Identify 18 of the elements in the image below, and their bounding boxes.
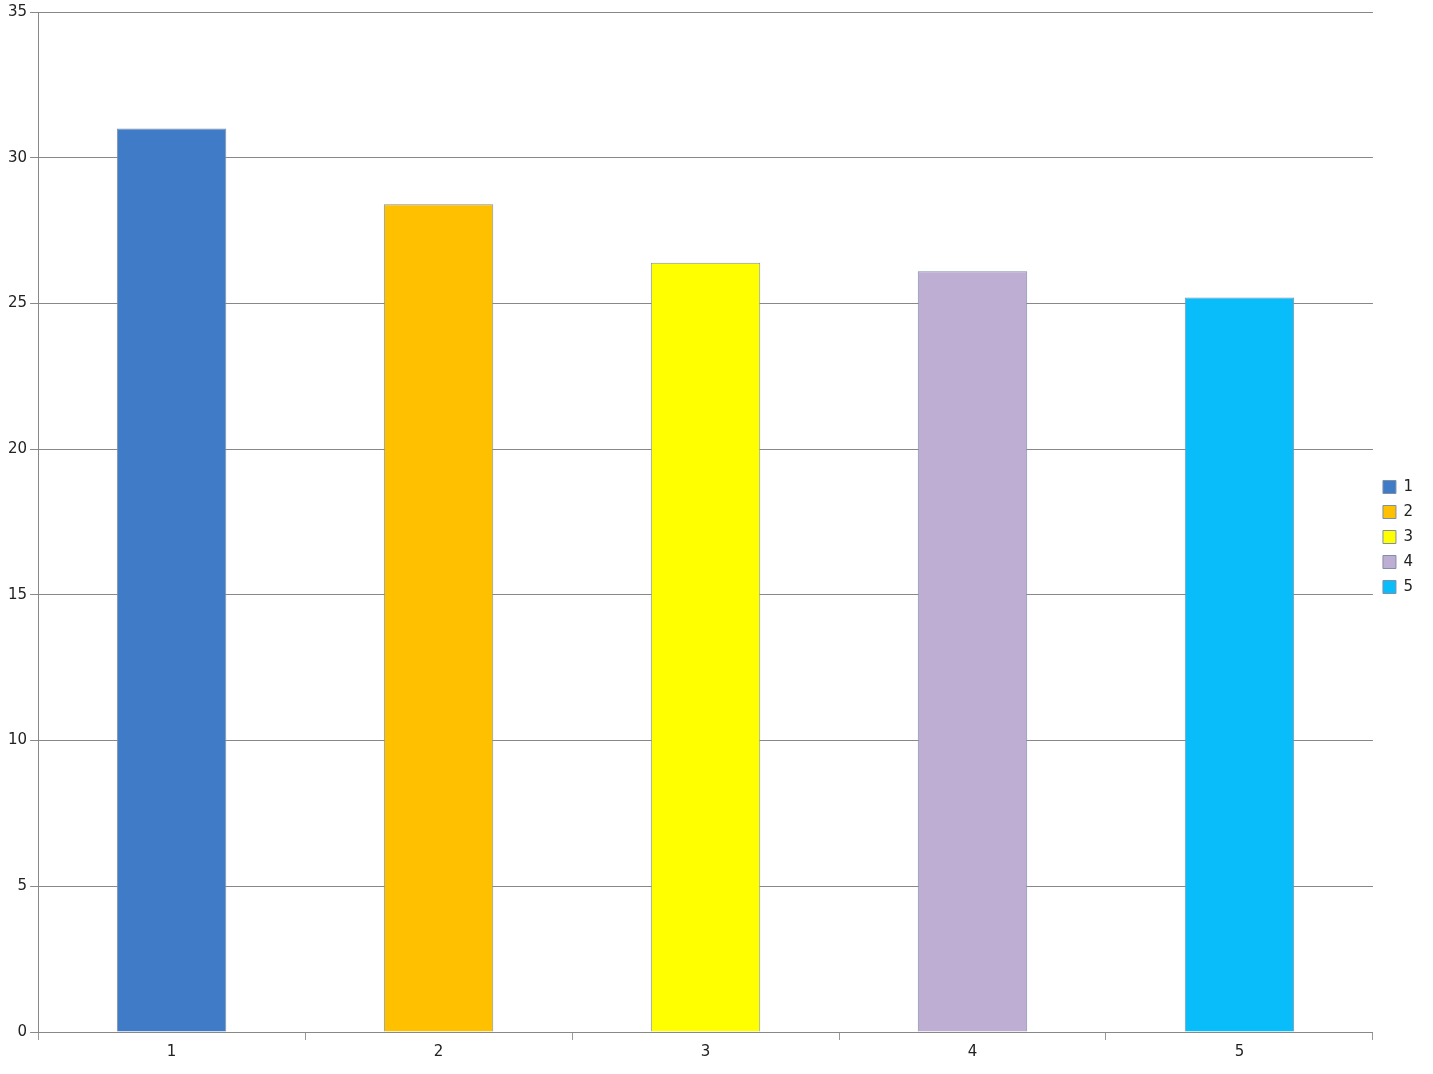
legend-label: 5 (1403, 576, 1413, 595)
legend-label: 1 (1403, 476, 1413, 495)
y-tick-label: 30 (7, 147, 28, 166)
y-tick-label: 20 (7, 439, 28, 458)
y-tick-label: 10 (7, 730, 28, 749)
legend-label: 2 (1403, 501, 1413, 520)
y-tick-label: 25 (7, 293, 28, 312)
y-tick-label: 35 (7, 1, 28, 20)
x-tick-label: 1 (166, 1041, 177, 1060)
y-tick-label: 0 (17, 1021, 28, 1040)
x-tick-label: 5 (1234, 1041, 1245, 1060)
y-tick-label: 5 (17, 876, 28, 895)
legend-label: 4 (1403, 551, 1413, 570)
y-tick-label: 15 (7, 584, 28, 603)
legend-label: 3 (1403, 526, 1413, 545)
x-tick-label: 4 (967, 1041, 978, 1060)
x-tick-label: 3 (700, 1041, 711, 1060)
x-tick-label: 2 (433, 1041, 444, 1060)
